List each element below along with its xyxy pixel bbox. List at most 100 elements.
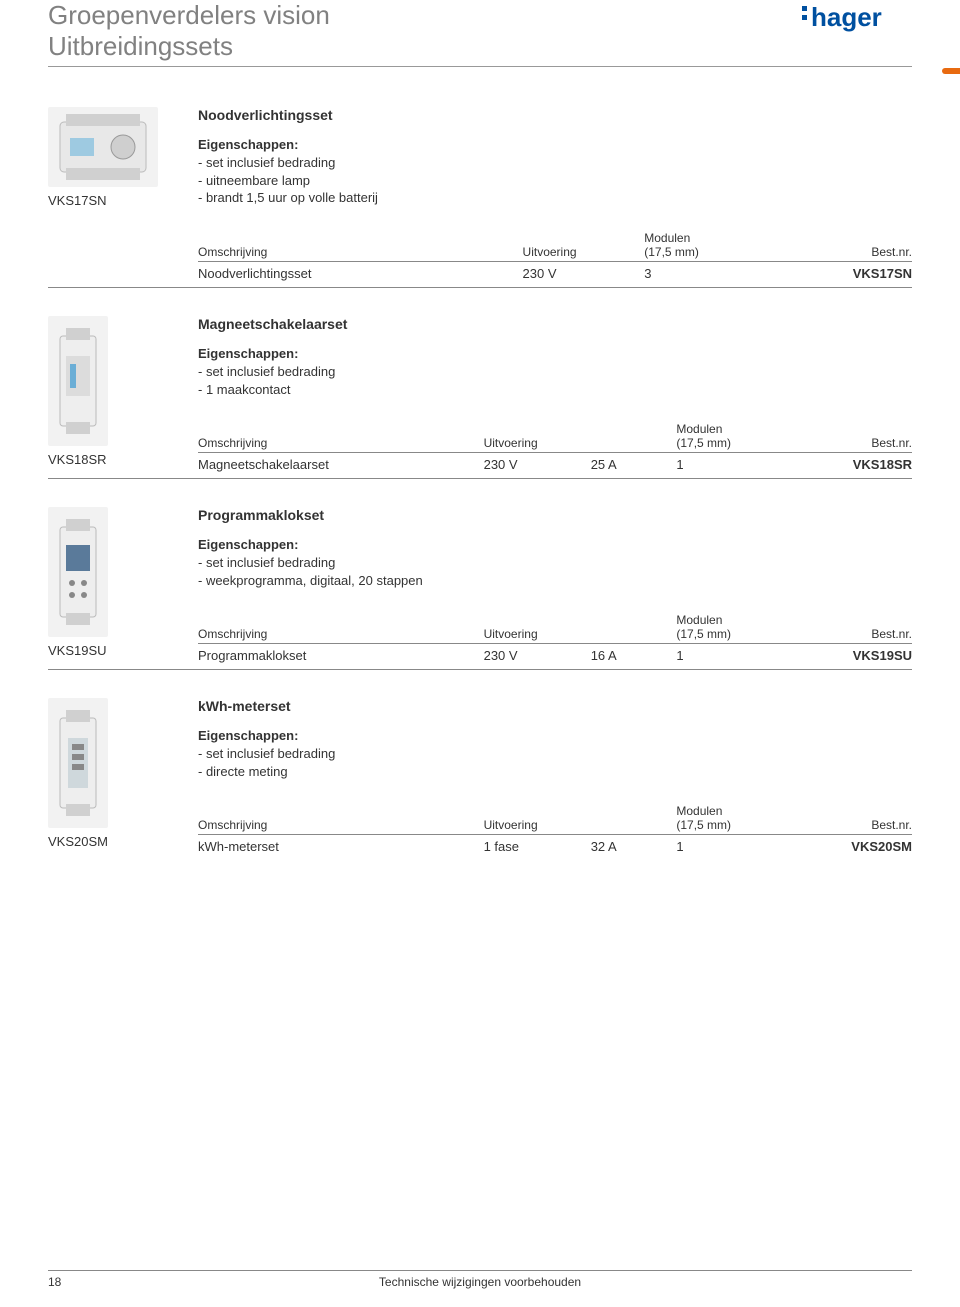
table-cell: VKS19SU — [783, 644, 912, 669]
bestnr-value: VKS20SM — [851, 839, 912, 854]
product-left-column: VKS19SU — [48, 507, 198, 658]
spec-table: OmschrijvingUitvoering Modulen(17,5 mm)Be… — [198, 422, 912, 478]
column-header: Omschrijving — [198, 804, 484, 835]
page-header: Groepenverdelers vision Uitbreidingssets… — [48, 0, 912, 67]
table-row: kWh-meterset1 fase32 A1 VKS20SM — [198, 835, 912, 860]
column-header: Modulen(17,5 mm) — [644, 231, 766, 262]
product-title: Programmaklokset — [198, 507, 912, 523]
page-title-line2: Uitbreidingssets — [48, 31, 330, 62]
spec-table: OmschrijvingUitvoering Modulen(17,5 mm)Be… — [198, 613, 912, 669]
table-row: Noodverlichtingsset230 V3 VKS17SN — [198, 262, 912, 287]
product-sku: VKS20SM — [48, 834, 108, 849]
properties-list: - set inclusief bedrading- uitneembare l… — [198, 154, 912, 207]
property-line: - set inclusief bedrading — [198, 154, 912, 172]
table-cell: VKS17SN — [766, 262, 912, 287]
product-sku: VKS18SR — [48, 452, 107, 467]
table-cell: kWh-meterset — [198, 835, 484, 860]
bestnr-value: VKS18SR — [853, 457, 912, 472]
table-cell: 1 fase — [484, 835, 591, 860]
product-sku: VKS19SU — [48, 643, 107, 658]
column-header: Best.nr. — [766, 231, 912, 262]
product-image — [48, 698, 108, 828]
column-header: Modulen(17,5 mm) — [676, 613, 783, 644]
property-line: - 1 maakcontact — [198, 381, 912, 399]
table-cell: 16 A — [591, 644, 677, 669]
page-footer: 18 Technische wijzigingen voorbehouden — [48, 1270, 912, 1289]
properties-label: Eigenschappen: — [198, 728, 912, 743]
svg-text:hager: hager — [811, 2, 882, 32]
product-left-column: VKS17SN — [48, 107, 198, 208]
properties-list: - set inclusief bedrading- weekprogramma… — [198, 554, 912, 589]
table-cell: Magneetschakelaarset — [198, 453, 484, 478]
column-header: Omschrijving — [198, 613, 484, 644]
page-title-line1: Groepenverdelers vision — [48, 0, 330, 31]
property-line: - set inclusief bedrading — [198, 745, 912, 763]
table-cell: Noodverlichtingsset — [198, 262, 523, 287]
column-header: Uitvoering — [484, 613, 591, 644]
bestnr-value: VKS17SN — [853, 266, 912, 281]
product-title: Noodverlichtingsset — [198, 107, 912, 123]
product-title: Magneetschakelaarset — [198, 316, 912, 332]
decorative-side-tab — [942, 68, 960, 74]
column-header: Modulen(17,5 mm) — [676, 804, 783, 835]
property-line: - weekprogramma, digitaal, 20 stappen — [198, 572, 912, 590]
table-cell: Programmaklokset — [198, 644, 484, 669]
property-line: - brandt 1,5 uur op volle batterij — [198, 189, 912, 207]
brand-logo: hager — [802, 2, 912, 36]
column-header: Omschrijving — [198, 422, 484, 453]
spec-table: OmschrijvingUitvoeringModulen(17,5 mm)Be… — [198, 804, 912, 860]
properties-label: Eigenschappen: — [198, 537, 912, 552]
products-list: VKS17SN Noodverlichtingsset Eigenschappen:… — [48, 107, 912, 860]
product-left-column: VKS20SM — [48, 698, 198, 849]
table-cell: 32 A — [591, 835, 677, 860]
table-cell: VKS18SR — [783, 453, 912, 478]
property-line: - set inclusief bedrading — [198, 554, 912, 572]
product-image — [48, 316, 108, 446]
table-cell: 230 V — [484, 644, 591, 669]
product-right-column: kWh-meterset Eigenschappen: - set inclusie… — [198, 698, 912, 860]
product-image — [48, 507, 108, 637]
column-header: Uitvoering — [484, 422, 591, 453]
column-header: Uitvoering — [484, 804, 591, 835]
property-line: - uitneembare lamp — [198, 172, 912, 190]
product-right-column: Noodverlichtingsset Eigenschappen: - set i… — [198, 107, 912, 287]
column-header — [591, 804, 677, 835]
table-cell: 1 — [676, 644, 783, 669]
column-header: Uitvoering — [523, 231, 645, 262]
table-cell: 1 — [676, 453, 783, 478]
page-number: 18 — [48, 1275, 61, 1289]
catalog-page: Groepenverdelers vision Uitbreidingssets… — [0, 0, 960, 1307]
product-image — [48, 107, 158, 187]
column-header: Best.nr. — [783, 422, 912, 453]
table-cell: 3 — [644, 262, 766, 287]
product-left-column: VKS18SR — [48, 316, 198, 467]
column-header — [591, 613, 677, 644]
property-line: - set inclusief bedrading — [198, 363, 912, 381]
column-header — [591, 422, 677, 453]
bestnr-value: VKS19SU — [853, 648, 912, 663]
table-cell: 230 V — [484, 453, 591, 478]
table-cell: 1 — [676, 835, 783, 860]
column-header: Modulen(17,5 mm) — [676, 422, 783, 453]
product-sku: VKS17SN — [48, 193, 107, 208]
table-row: Programmaklokset230 V16 A1 VKS19SU — [198, 644, 912, 669]
product-block: VKS17SN Noodverlichtingsset Eigenschappen:… — [48, 107, 912, 288]
table-cell: 230 V — [523, 262, 645, 287]
table-cell: 25 A — [591, 453, 677, 478]
property-line: - directe meting — [198, 763, 912, 781]
properties-label: Eigenschappen: — [198, 137, 912, 152]
table-cell: VKS20SM — [783, 835, 912, 860]
column-header: Best.nr. — [783, 613, 912, 644]
table-row: Magneetschakelaarset230 V25 A1 VKS18SR — [198, 453, 912, 478]
product-right-column: Programmaklokset Eigenschappen: - set incl… — [198, 507, 912, 669]
product-block: VKS19SU Programmaklokset Eigenschappen: - s… — [48, 507, 912, 670]
properties-label: Eigenschappen: — [198, 346, 912, 361]
product-title: kWh-meterset — [198, 698, 912, 714]
spec-table: OmschrijvingUitvoeringModulen(17,5 mm)Be… — [198, 231, 912, 287]
footer-disclaimer: Technische wijzigingen voorbehouden — [379, 1275, 581, 1289]
product-block: VKS18SR Magneetschakelaarset Eigenschappen… — [48, 316, 912, 479]
properties-list: - set inclusief bedrading- directe metin… — [198, 745, 912, 780]
product-block: VKS20SM kWh-meterset Eigenschappen: - set i… — [48, 698, 912, 860]
header-titles: Groepenverdelers vision Uitbreidingssets — [48, 0, 330, 62]
properties-list: - set inclusief bedrading- 1 maakcontact — [198, 363, 912, 398]
